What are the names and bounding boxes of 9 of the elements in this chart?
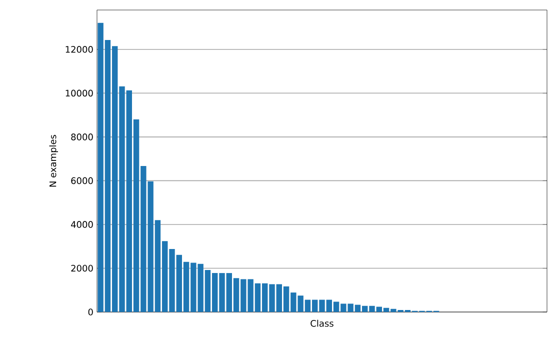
y-tick-label: 0 (88, 308, 93, 316)
x-axis-title: Class (310, 320, 334, 327)
y-tick-label: 6000 (71, 177, 93, 184)
y-axis-title: N examples (49, 134, 58, 187)
y-tick-label: 12000 (66, 46, 93, 53)
y-tick-label: 8000 (71, 134, 93, 140)
y-tick-label: 10000 (66, 90, 93, 97)
y-tick-label: 4000 (71, 221, 93, 228)
y-tick-label: 2000 (71, 264, 93, 272)
